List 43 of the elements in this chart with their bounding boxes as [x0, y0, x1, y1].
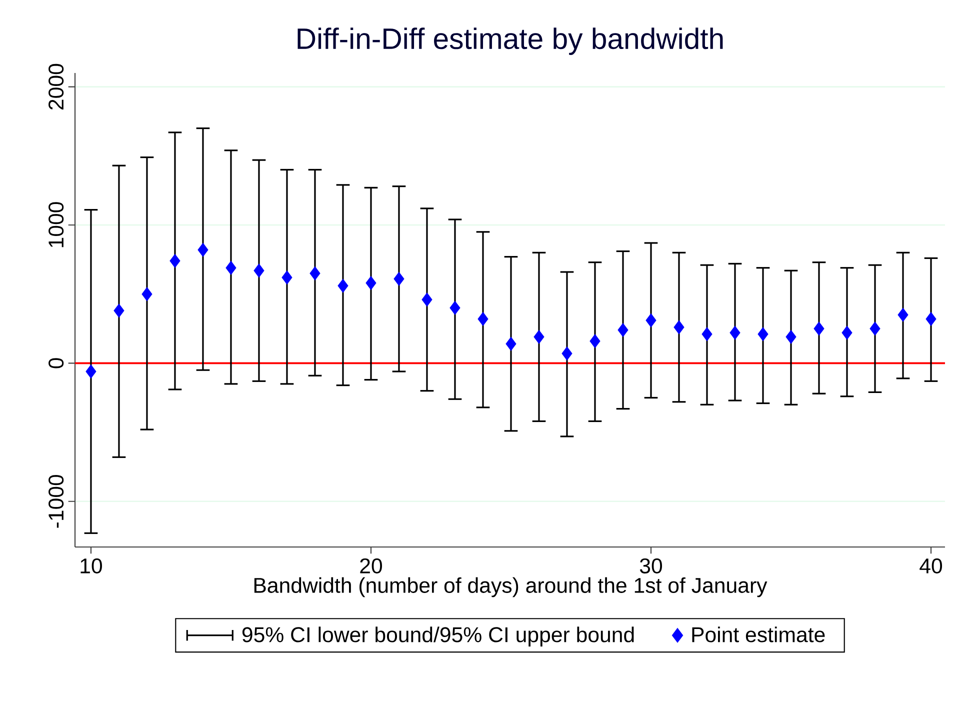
point [142, 287, 152, 302]
point [282, 270, 292, 284]
point [646, 313, 656, 328]
point [198, 242, 208, 257]
point [422, 292, 432, 307]
point [814, 322, 824, 336]
x-tick-label: 40 [920, 558, 942, 574]
point [534, 330, 544, 344]
point [674, 320, 684, 334]
point [338, 278, 348, 293]
point [170, 254, 180, 268]
point [898, 308, 908, 322]
point [786, 330, 796, 344]
point [478, 312, 488, 326]
point [506, 336, 516, 351]
point [394, 272, 404, 286]
chart-title: Diff-in-Diff estimate by bandwidth [298, 28, 723, 55]
x-tick-label: 10 [80, 558, 102, 574]
y-tick-label: -1000 [48, 474, 64, 528]
y-tick-label: 2000 [48, 64, 64, 110]
point [590, 334, 600, 348]
point [562, 346, 572, 360]
point [86, 364, 96, 378]
point [730, 326, 740, 340]
y-tick-label: 0 [48, 358, 64, 368]
x-tick-label: 30 [640, 558, 662, 574]
y-tick-label: 1000 [48, 202, 64, 248]
point [114, 304, 124, 318]
x-tick-label: 20 [360, 558, 382, 574]
legend-label: 95% CI lower bound/95% CI upper bound [242, 626, 634, 647]
point [450, 300, 460, 315]
point [254, 264, 264, 278]
point [226, 260, 236, 275]
point [842, 326, 852, 340]
point [310, 266, 320, 280]
point [870, 322, 880, 336]
point [366, 276, 376, 290]
point [758, 327, 768, 342]
point [702, 327, 712, 342]
point [618, 323, 628, 337]
point [926, 312, 936, 326]
legend-label: Point estimate [692, 626, 825, 642]
x-axis-title: Bandwidth (number of days) around the 1st of January [254, 577, 768, 598]
